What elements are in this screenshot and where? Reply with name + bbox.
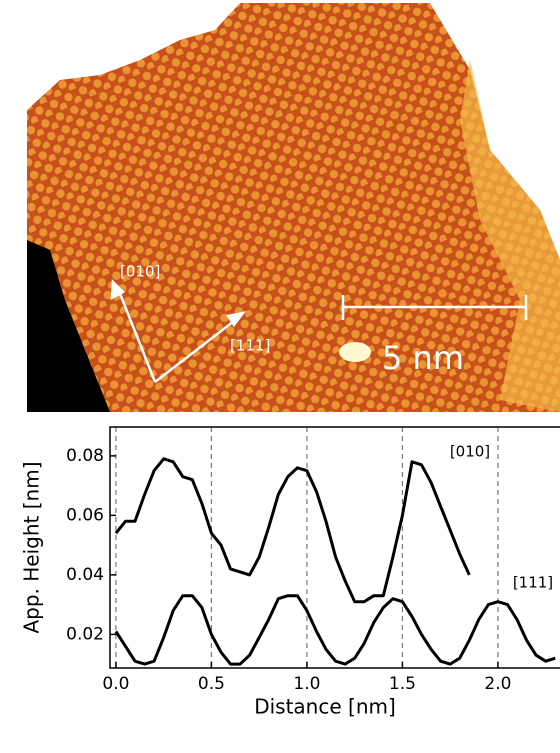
y-tick-label: 0.08 [66, 446, 104, 466]
y-axis-label: App. Height [nm] [20, 461, 44, 633]
y-tick-label: 0.06 [66, 505, 104, 525]
image-annotations [110, 279, 528, 383]
stm-image [27, 3, 560, 412]
x-tick-label: 0.0 [102, 674, 129, 694]
x-axis-label: Distance [nm] [254, 695, 396, 719]
y-tick-label: 0.02 [66, 624, 104, 644]
scale-bar-label: 5 nm [382, 339, 464, 377]
series-line [114, 594, 556, 666]
line-chart: 0.0 0.5 1.0 1.5 2.0 0.02 0.04 0.06 0.08 Distance … [20, 426, 560, 719]
x-tick-label: 1.0 [293, 674, 320, 694]
y-tick-label: 0.04 [66, 565, 104, 585]
direction-label: [010] [120, 263, 160, 281]
series-label: [111] [513, 574, 553, 592]
x-tick-label: 2.0 [484, 674, 511, 694]
series-line [114, 457, 471, 604]
x-tick-label: 1.5 [389, 674, 416, 694]
series-label: [010] [450, 443, 490, 461]
plot-frame [109, 426, 560, 669]
direction-label: [111] [230, 337, 270, 355]
x-tick-label: 0.5 [198, 674, 225, 694]
